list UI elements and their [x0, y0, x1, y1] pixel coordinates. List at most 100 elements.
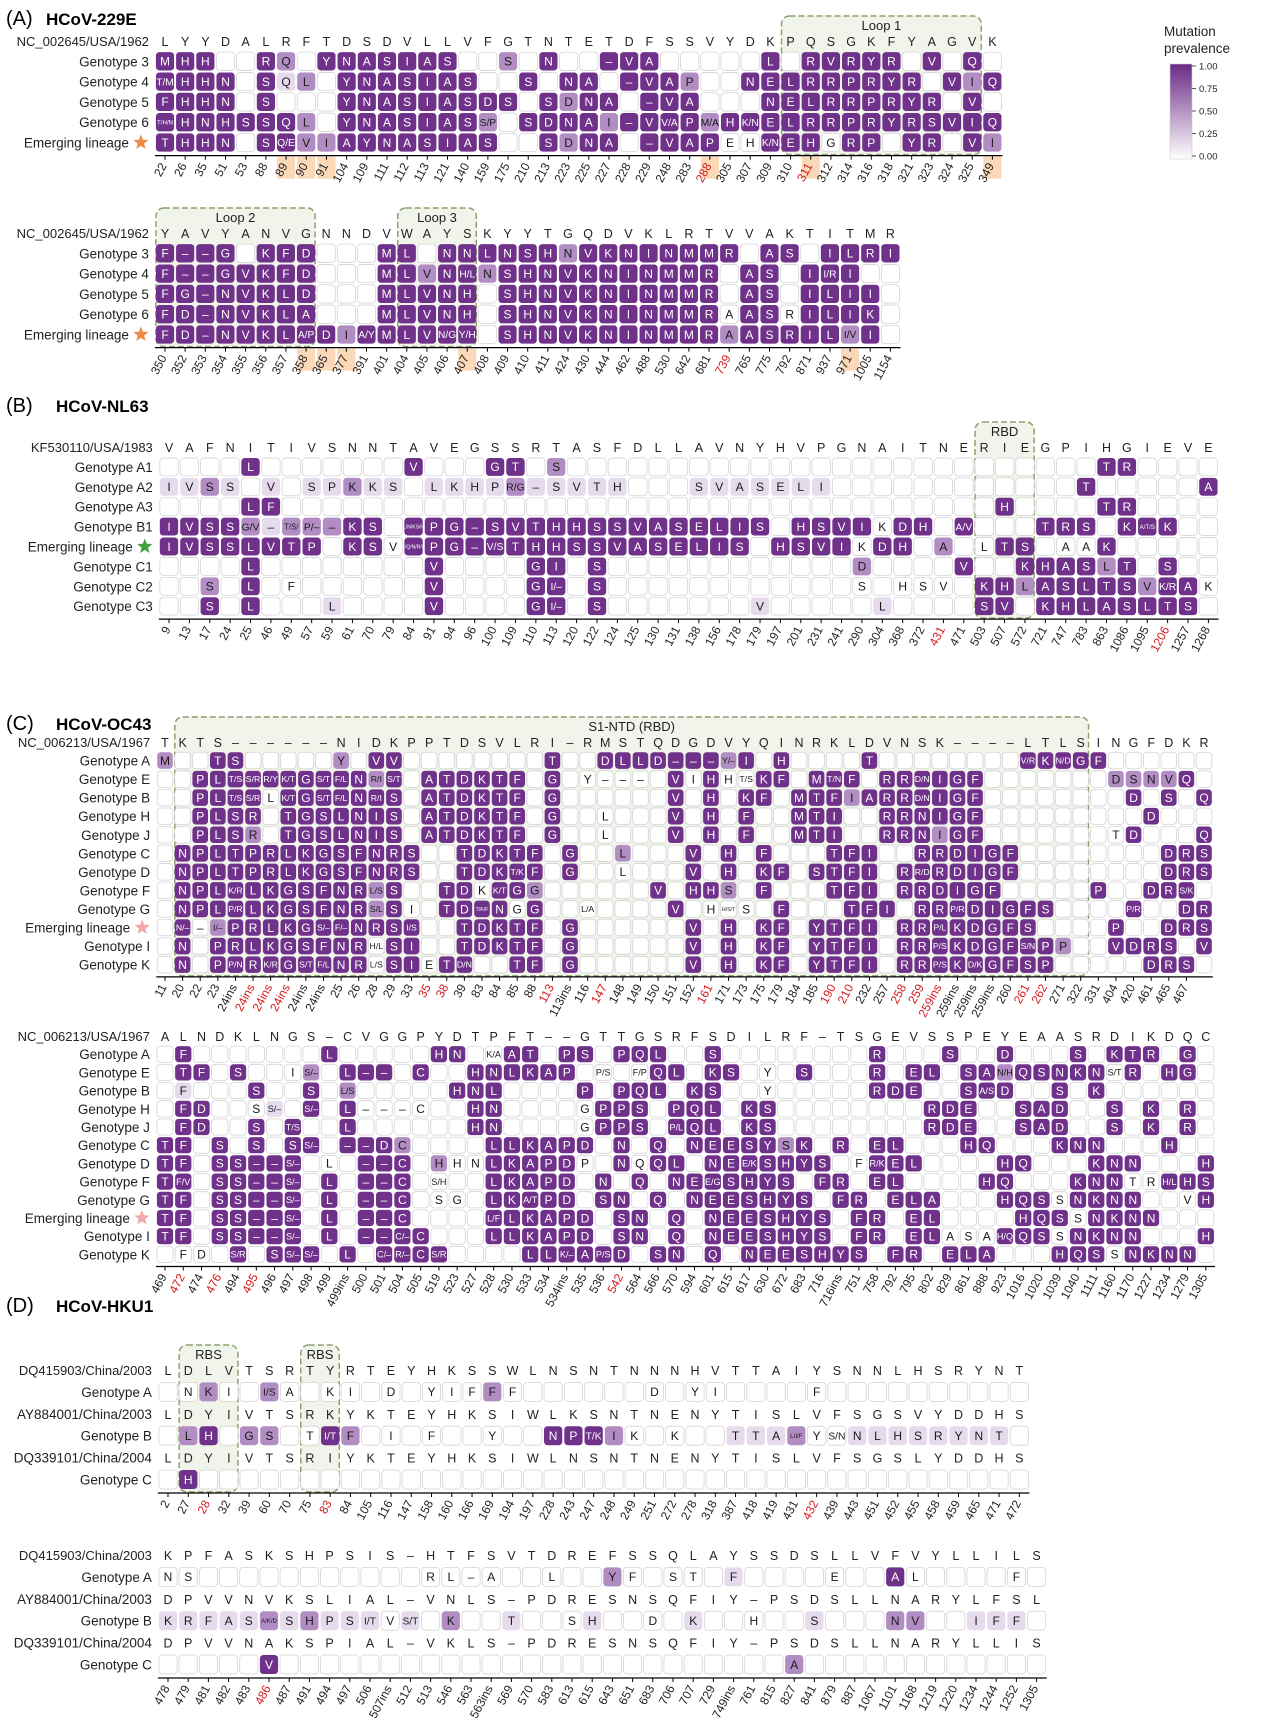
mutation-cell [790, 770, 808, 788]
mutation-label: N/D [1056, 756, 1071, 766]
position-label: 20 [169, 981, 188, 1000]
mutation-label: R [887, 55, 896, 69]
mutation-cell [740, 92, 760, 112]
mutation-label: E [782, 1248, 790, 1262]
mutation-cell [156, 1063, 174, 1081]
mutation-label: S [709, 1084, 717, 1098]
mutation-cell [498, 92, 518, 112]
mutation-label: I [426, 75, 429, 89]
mutation-label: V [689, 958, 697, 972]
reference-residue: V [245, 1452, 254, 1466]
mutation-label: P [196, 828, 204, 842]
mutation-label: A [686, 136, 694, 150]
mutation-cell [702, 844, 720, 862]
mutation-label: S [231, 810, 239, 824]
mutation-label: P [569, 1429, 577, 1443]
mutation-cell [668, 457, 689, 477]
mutation-label: L [981, 540, 988, 554]
mutation-label: D [380, 1139, 389, 1153]
reference-residue: Q [1183, 1030, 1193, 1044]
mutation-label: A [725, 308, 733, 322]
reference-residue: D [790, 1549, 799, 1563]
reference-residue: L [253, 1030, 260, 1044]
reference-residue: T [524, 35, 532, 49]
reference-residue: D [671, 736, 680, 750]
mutation-label: R [887, 95, 896, 109]
mutation-cell [216, 305, 235, 324]
mutation-label: S/P [480, 118, 497, 129]
mutation-label: R [262, 55, 271, 69]
mutation-label: – [253, 1175, 260, 1189]
mutation-cell [680, 92, 699, 112]
mutation-cell [438, 844, 455, 862]
row-name: Emerging lineage [28, 540, 133, 555]
mutation-label: D [460, 772, 469, 786]
mutation-label: S [289, 1139, 297, 1153]
mutation-cell [820, 284, 840, 304]
mutation-label: – [202, 247, 209, 261]
mutation-label: K [709, 1066, 717, 1080]
mutation-label: M [664, 308, 674, 322]
mutation-cell [200, 597, 219, 616]
mutation-label: K [496, 939, 504, 953]
mutation-cell [1014, 1082, 1032, 1100]
mutation-label: V [389, 540, 397, 554]
mutation-label: S [1111, 1102, 1119, 1116]
mutation-label: F [320, 902, 327, 916]
mutation-label: D [478, 865, 487, 879]
mutation-cell [465, 517, 484, 536]
mutation-label: T [161, 136, 169, 150]
mutation-cell [811, 576, 831, 596]
mutation-label: A [544, 1066, 552, 1080]
reference-residue: – [954, 736, 961, 750]
mutation-cell [669, 517, 688, 536]
mutation-cell [893, 576, 913, 596]
mutation-label: G [513, 902, 522, 916]
mutation-label: R [827, 116, 836, 130]
mutation-cell [458, 72, 477, 91]
mutation-cell [280, 1469, 300, 1490]
mutation-label: G [301, 772, 310, 786]
mutation-cell [498, 52, 518, 71]
reference-residue: A [572, 441, 581, 455]
mutation-cell [649, 1227, 667, 1245]
mutation-label: L [527, 1248, 534, 1262]
mutation-cell [1014, 1045, 1032, 1063]
mutation-cell [544, 900, 561, 918]
mutation-label: N [617, 1193, 626, 1207]
mutation-label: G [301, 791, 310, 805]
reference-residue: W [527, 1452, 539, 1466]
mutation-label: F [531, 958, 538, 972]
mutation-label: – [271, 1230, 278, 1244]
position-label: 46 [257, 624, 276, 643]
mutation-cell [477, 284, 497, 304]
mutation-cell [420, 918, 438, 937]
mutation-cell [562, 1567, 582, 1587]
mutation-label: S [242, 116, 250, 130]
mutation-label: P/R [1126, 904, 1140, 914]
position-label: 451 [860, 1498, 882, 1523]
mutation-label: F [531, 865, 538, 879]
reference-residue: T [1042, 736, 1050, 750]
mutation-cell [1138, 517, 1157, 536]
panel-label: (A) [6, 8, 33, 30]
mutation-cell [770, 596, 790, 616]
mutation-cell [685, 752, 702, 769]
mutation-cell [485, 497, 505, 517]
mutation-cell [873, 537, 892, 556]
mutation-cell [868, 1245, 886, 1263]
mutation-label: T [443, 958, 451, 972]
mutation-cell [986, 1567, 1006, 1587]
mutation-cell [599, 133, 619, 152]
mutation-cell [485, 537, 505, 556]
reference-residue: S [285, 1408, 293, 1422]
mutation-label: R [847, 95, 856, 109]
reference-residue: I [290, 441, 293, 455]
mutation-cell [954, 497, 974, 517]
mutation-label: V [185, 540, 193, 554]
mutation-cell [220, 576, 240, 596]
mutation-cell [893, 517, 912, 536]
mutation-label: V [1184, 1193, 1192, 1207]
star-icon [134, 1210, 150, 1225]
mutation-label: G [953, 810, 962, 824]
